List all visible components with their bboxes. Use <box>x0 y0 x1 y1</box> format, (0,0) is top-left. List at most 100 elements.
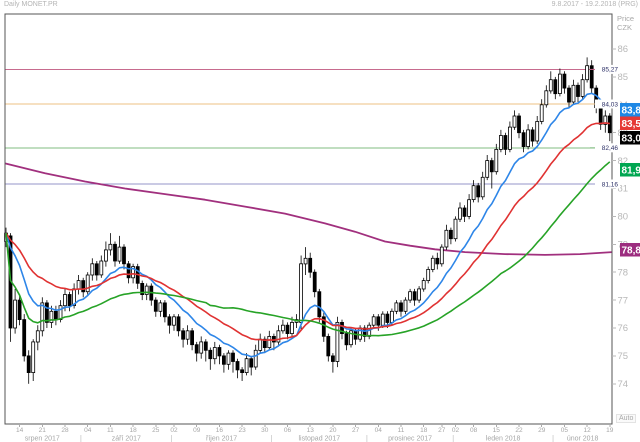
candle <box>380 313 385 326</box>
candle <box>371 316 376 326</box>
price-axis-unit-currency: CZK <box>617 23 632 32</box>
day-tick-label: 20 <box>329 427 337 434</box>
candle <box>471 185 476 200</box>
candle <box>489 160 494 173</box>
candle <box>576 84 580 97</box>
candle <box>194 344 199 354</box>
hline-label: 81,16 <box>602 181 619 188</box>
candle <box>35 330 40 343</box>
candle <box>485 160 490 178</box>
candle <box>58 305 63 321</box>
candle <box>199 341 204 354</box>
candle <box>90 263 95 276</box>
chart-title: Daily MONET.PR <box>4 1 58 8</box>
day-tick-label: 02 <box>452 427 460 434</box>
candle <box>389 310 394 323</box>
month-label: říjen 2017 <box>206 436 237 442</box>
day-tick-label: 04 <box>84 427 92 434</box>
candle <box>267 335 272 348</box>
candle <box>349 330 353 346</box>
candle <box>385 313 390 323</box>
candle <box>244 358 249 374</box>
price-axis[interactable]: 8685848382818079787776757485,2784,0382,4… <box>590 44 640 390</box>
hline-label: 82,46 <box>602 145 619 152</box>
candle <box>280 324 285 332</box>
candle <box>512 115 517 128</box>
candle <box>253 349 258 368</box>
day-tick-label: 25 <box>152 427 160 434</box>
candle <box>94 263 99 276</box>
price-badge-value: 83,8 <box>622 106 640 117</box>
candles <box>4 57 612 384</box>
candle <box>162 302 167 318</box>
candle <box>117 246 122 262</box>
price-tick-label: 86 <box>618 44 629 55</box>
candle <box>444 229 449 248</box>
candle <box>558 73 562 94</box>
candle <box>326 335 331 357</box>
day-tick-label: 19 <box>606 427 614 434</box>
candle <box>308 257 313 273</box>
candle <box>81 280 86 293</box>
candle <box>426 268 431 281</box>
hline-label-bg <box>595 64 620 74</box>
candle <box>317 291 322 318</box>
candle <box>131 266 136 279</box>
candle <box>312 271 317 293</box>
candle <box>122 246 126 265</box>
price-badge <box>620 243 640 257</box>
price-badge <box>620 163 640 177</box>
candle <box>108 243 113 251</box>
ma-medium-line <box>5 122 610 342</box>
price-tick-label: 80 <box>618 212 629 223</box>
day-tick-label: 06 <box>284 427 292 434</box>
hline-label-bg <box>595 99 620 109</box>
candle <box>421 280 426 290</box>
candle <box>399 302 403 312</box>
candle <box>126 263 131 279</box>
price-badge <box>620 131 640 145</box>
auto-scale-button[interactable]: Auto <box>616 414 637 423</box>
candle <box>453 218 458 240</box>
candle <box>22 319 27 357</box>
candle <box>607 115 612 134</box>
candle <box>67 294 72 307</box>
month-separator: | <box>271 436 273 442</box>
day-tick-label: 09 <box>193 427 201 434</box>
month-label: leden 2018 <box>486 436 521 442</box>
candle <box>467 199 472 217</box>
day-tick-label: 27 <box>352 427 360 434</box>
candle <box>208 349 213 360</box>
candle <box>344 333 349 346</box>
time-axis[interactable]: 14 21 28 04 11 18 25 02 09 16 23 30 06 13 20 27 04 11 18 27… <box>16 424 614 442</box>
ma-lines <box>5 92 611 358</box>
candle <box>458 207 462 220</box>
day-tick-label: 18 <box>420 427 428 434</box>
candle <box>412 291 417 301</box>
day-tick-label: 30 <box>261 427 269 434</box>
candle <box>476 185 481 198</box>
price-badge-value: 83,0 <box>622 134 640 145</box>
level-lines <box>5 68 612 185</box>
candle <box>503 135 508 150</box>
price-tick-label: 75 <box>618 351 629 362</box>
candle <box>553 79 558 95</box>
candle <box>54 310 58 321</box>
price-tick-label: 74 <box>618 379 629 390</box>
candle <box>258 338 263 351</box>
hline-label: 84,03 <box>602 101 619 108</box>
candle <box>113 243 117 262</box>
candle <box>526 129 530 147</box>
candle <box>49 310 54 323</box>
candle <box>231 352 235 362</box>
candle <box>521 132 526 147</box>
candle <box>580 79 585 97</box>
ma-long-line <box>4 162 613 256</box>
candle <box>285 324 290 335</box>
candle <box>408 291 413 301</box>
candle <box>517 115 521 134</box>
candle <box>31 341 36 373</box>
candle <box>571 84 576 103</box>
plot-border <box>4 13 613 425</box>
